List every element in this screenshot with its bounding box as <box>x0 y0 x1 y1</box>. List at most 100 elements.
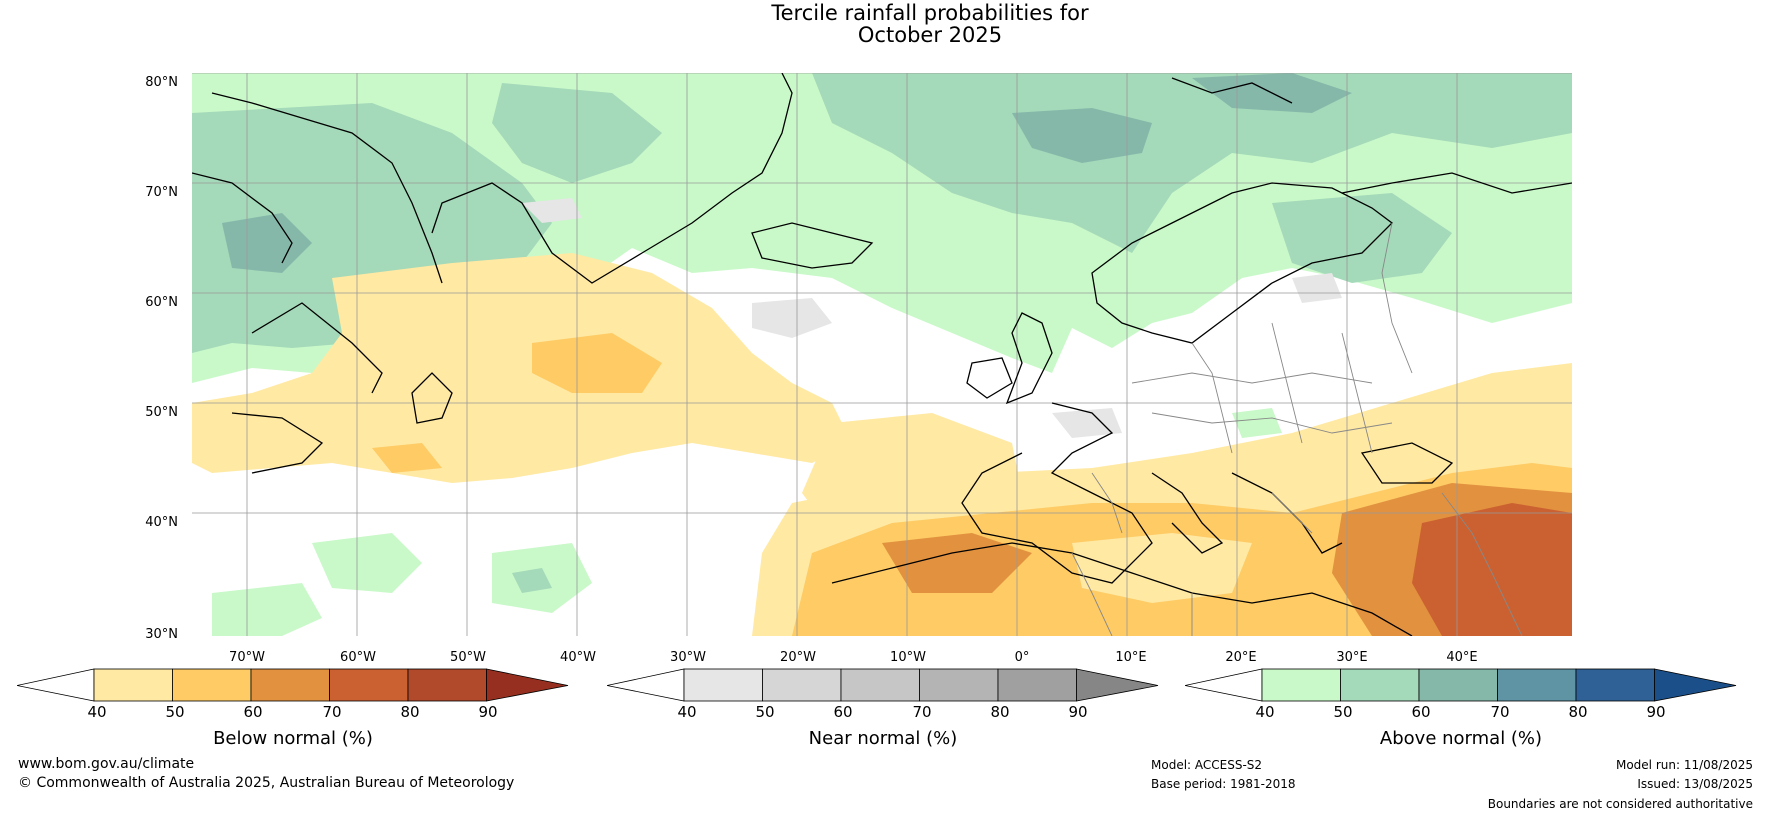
map-title-line2: October 2025 <box>857 23 1003 47</box>
cb1-tick-40: 40 <box>677 703 697 721</box>
colorbar-2-segment-1 <box>1340 668 1420 702</box>
cb1-tick-50: 50 <box>755 703 775 721</box>
rainfall-map <box>192 73 1572 636</box>
coast-svalbard <box>1171 77 1293 104</box>
above-normal-patch-sw1 <box>312 533 422 593</box>
graticule <box>192 73 1572 636</box>
lon-label-40w: 40°W <box>560 650 596 665</box>
border-2 <box>1151 412 1393 434</box>
lon-label-30w: 30°W <box>670 650 706 665</box>
lat-label-70n: 70°N <box>145 185 178 200</box>
cb2-tick-80: 80 <box>1568 703 1588 721</box>
above-normal-region-labrador-60 <box>222 213 312 273</box>
cb0-tick-40: 40 <box>87 703 107 721</box>
colorbar-1-segment-4 <box>997 668 1077 702</box>
colorbar-0-segment-0 <box>93 668 173 702</box>
lat-label-40n: 40°N <box>145 515 178 530</box>
above-normal-region-arctic-60 <box>1012 108 1152 163</box>
coast-north-africa <box>831 542 1413 636</box>
above-normal-region-north-50 <box>192 103 552 353</box>
border-11 <box>1441 492 1523 636</box>
coast-greenland-west <box>211 92 443 284</box>
colorbar-1-segment-3 <box>919 668 999 702</box>
lon-label-0: 0° <box>1014 650 1030 665</box>
border-5 <box>1341 332 1373 454</box>
border-8 <box>1271 492 1313 534</box>
coast-ireland <box>966 357 1013 399</box>
cb0-tick-70: 70 <box>322 703 342 721</box>
lon-label-10e: 10°E <box>1115 650 1147 665</box>
colorbar-label-below: Below normal (%) <box>213 728 373 749</box>
colorbar-near-normal <box>607 668 1159 702</box>
coast-nova-scotia <box>231 412 324 474</box>
colorbar-0-segment-1 <box>172 668 252 702</box>
below-normal-region-south-70 <box>882 533 1032 593</box>
near-normal-patch-5 <box>1292 273 1342 303</box>
above-normal-patch-sw3 <box>512 568 552 593</box>
cb2-tick-50: 50 <box>1333 703 1353 721</box>
below-normal-region-atlantic-60b <box>372 443 442 473</box>
colorbar-0-extend-high <box>486 668 569 702</box>
cb2-tick-60: 60 <box>1411 703 1431 721</box>
lon-label-60w: 60°W <box>340 650 376 665</box>
border-3 <box>1191 342 1233 454</box>
cb2-tick-70: 70 <box>1490 703 1510 721</box>
footer-model-run: Model run: 11/08/2025 <box>1615 758 1753 772</box>
below-normal-region-atlantic-60 <box>532 333 662 393</box>
lat-label-60n: 60°N <box>145 295 178 310</box>
cb0-tick-60: 60 <box>243 703 263 721</box>
footer-url: www.bom.gov.au/climate <box>18 756 195 772</box>
colorbar-1-segment-0 <box>683 668 763 702</box>
cb1-tick-70: 70 <box>912 703 932 721</box>
colorbar-label-above: Above normal (%) <box>1379 728 1543 749</box>
colorbar-2-segment-0 <box>1261 668 1341 702</box>
coast-scandinavia <box>1091 182 1393 344</box>
colorbar-label-near: Near normal (%) <box>808 728 958 749</box>
footer-issued: Issued: 13/08/2025 <box>1637 777 1753 791</box>
lon-label-40e: 40°E <box>1446 650 1478 665</box>
colorbar-0-extend-low <box>17 668 95 702</box>
coastlines <box>192 73 1572 636</box>
border-6 <box>1381 222 1413 374</box>
above-normal-region-scand <box>1272 193 1452 283</box>
lon-label-30e: 30°E <box>1336 650 1368 665</box>
near-normal-patch-4 <box>1052 408 1122 438</box>
cb1-tick-80: 80 <box>990 703 1010 721</box>
colorbar-1-extend-low <box>607 668 685 702</box>
lon-label-70w: 70°W <box>229 650 265 665</box>
coast-baffin <box>192 172 293 264</box>
colorbar-0-segment-2 <box>250 668 330 702</box>
cb0-tick-90: 90 <box>478 703 498 721</box>
above-normal-patch-sw4 <box>212 583 322 636</box>
near-normal-patch-2 <box>752 298 832 338</box>
border-9 <box>1071 552 1113 636</box>
border-7 <box>1091 472 1123 534</box>
colorbar-0-segment-3 <box>329 668 409 702</box>
map-title-line1: Tercile rainfall probabilities for <box>771 1 1089 25</box>
lon-label-50w: 50°W <box>450 650 486 665</box>
near-normal-patch-3 <box>522 198 582 223</box>
colorbar-1-segment-1 <box>762 668 842 702</box>
lon-label-20e: 20°E <box>1225 650 1257 665</box>
country-borders <box>1071 222 1523 636</box>
above-normal-region-arctic-50 <box>812 73 1572 253</box>
above-normal-patch-eeu <box>1232 408 1282 438</box>
colorbar-2-segment-4 <box>1575 668 1655 702</box>
coast-russia-north <box>1341 172 1572 194</box>
lon-label-20w: 20°W <box>780 650 816 665</box>
footer-model: Model: ACCESS-S2 <box>1151 758 1263 772</box>
coast-italy <box>1151 472 1224 554</box>
colorbar-1-extend-high <box>1076 668 1159 702</box>
colorbar-0-segment-4 <box>407 668 487 702</box>
footer-base-period: Base period: 1981-2018 <box>1151 777 1296 791</box>
border-4 <box>1271 322 1303 444</box>
colorbar-2-extend-low <box>1185 668 1263 702</box>
lat-label-80n: 80°N <box>145 75 178 90</box>
coast-labrador <box>251 302 383 394</box>
lat-label-30n: 30°N <box>145 627 178 642</box>
colorbar-2-segment-3 <box>1497 668 1577 702</box>
colorbar-above-normal <box>1185 668 1737 702</box>
cb0-tick-50: 50 <box>165 703 185 721</box>
coast-black-sea <box>1360 442 1454 484</box>
lat-label-50n: 50°N <box>145 405 178 420</box>
